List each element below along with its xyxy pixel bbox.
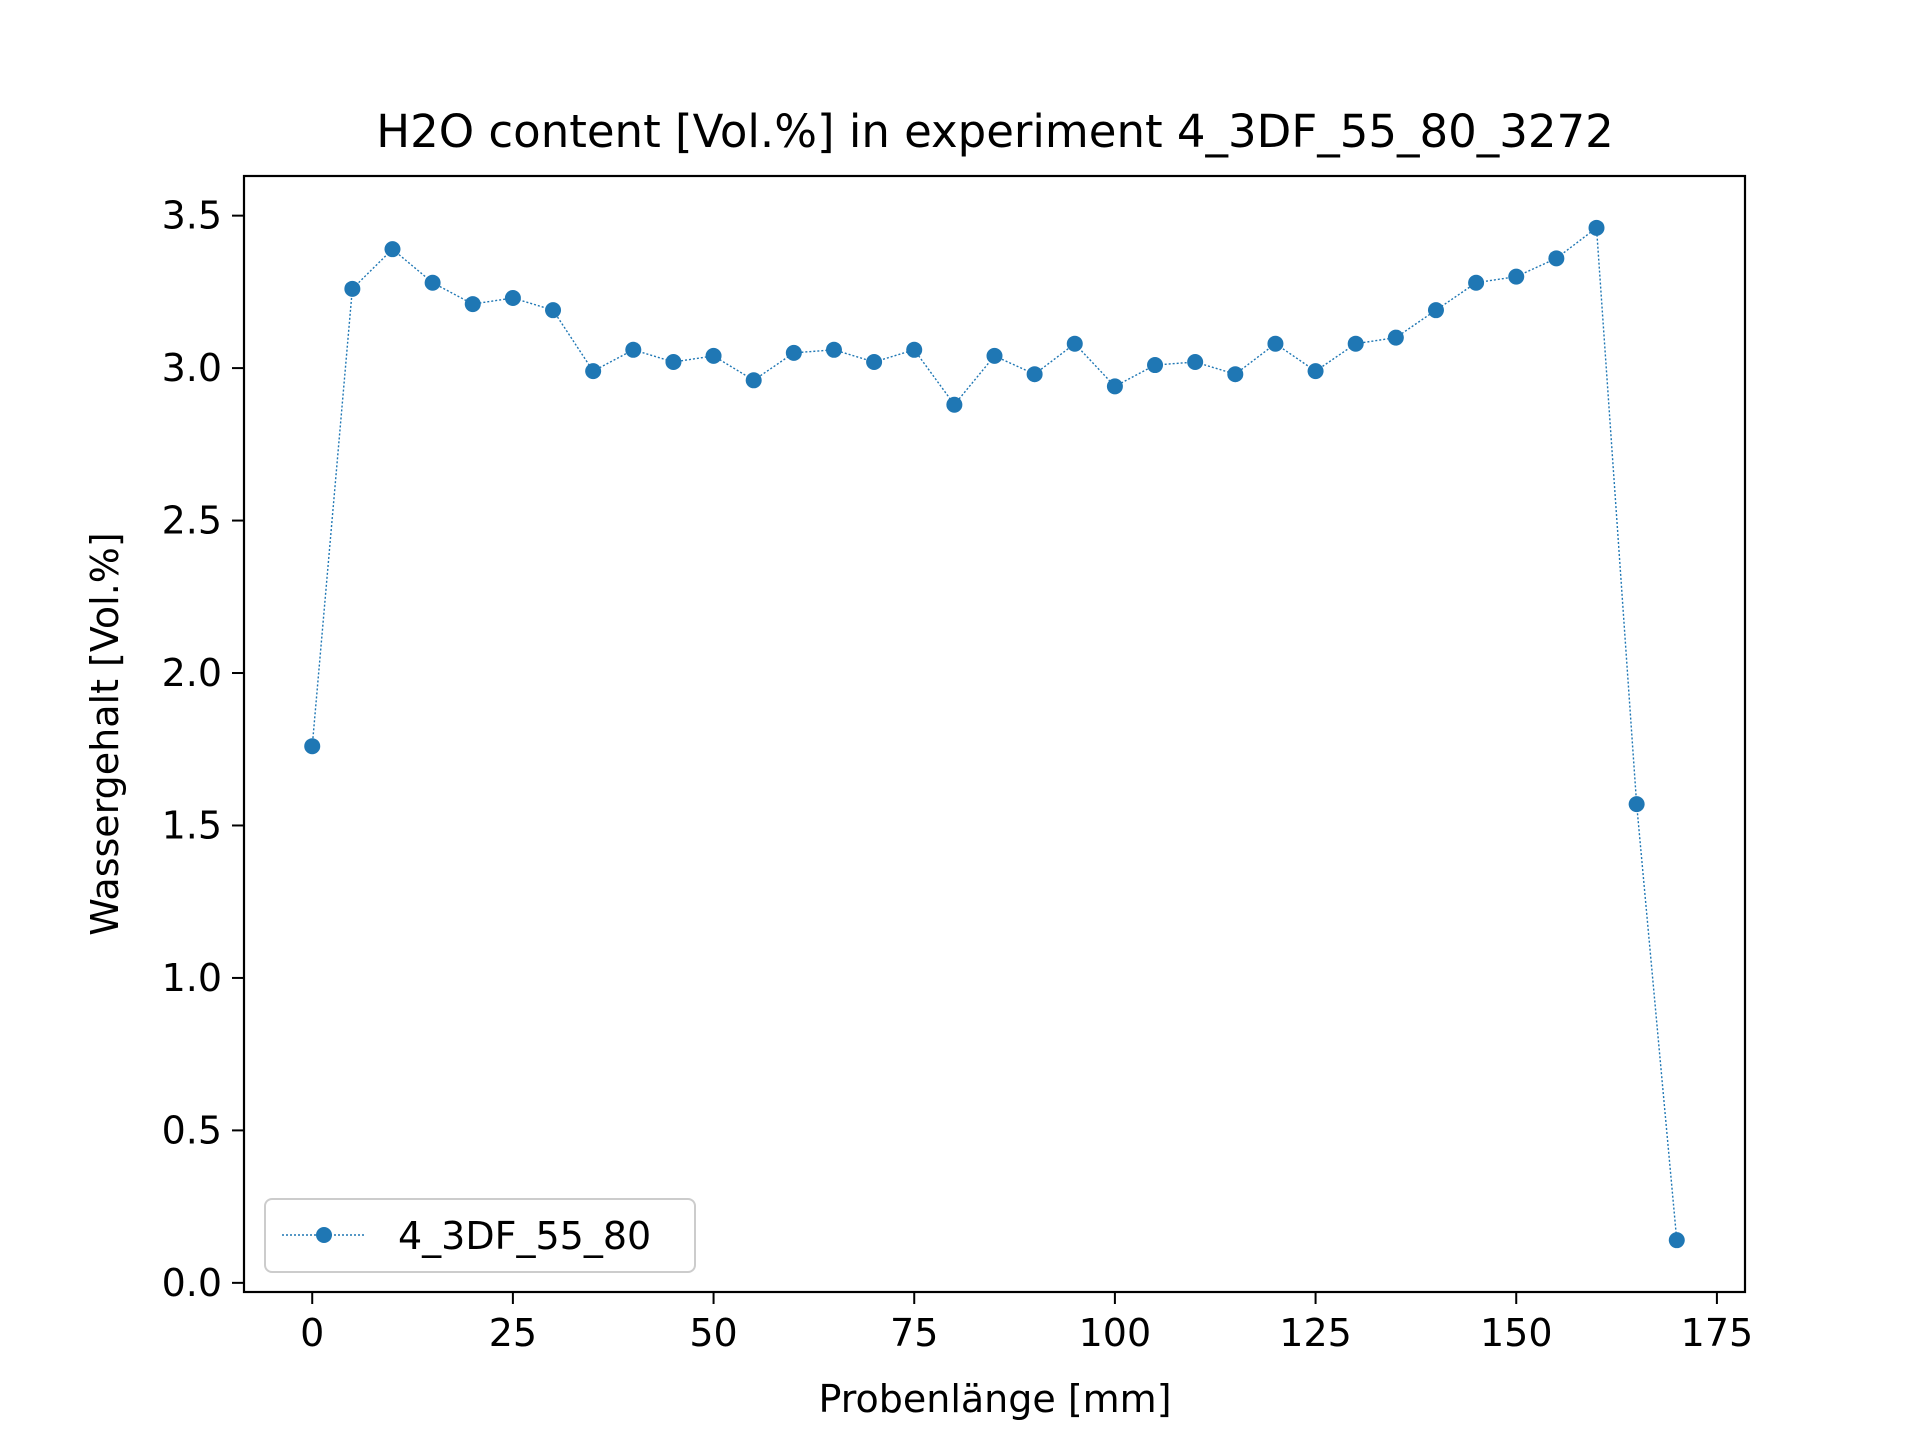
y-tick-label: 0.5 bbox=[162, 1108, 222, 1152]
series-line bbox=[311, 226, 1678, 1241]
data-point bbox=[464, 296, 481, 313]
x-tick-label: 150 bbox=[1480, 1311, 1553, 1355]
data-point bbox=[1106, 378, 1123, 395]
y-axis: 0.0 0.5 1.0 1.5 2.0 2.5 3.0 3.5 bbox=[162, 194, 244, 1305]
x-axis-label: Probenlänge [mm] bbox=[818, 1377, 1171, 1421]
y-tick-label: 0.0 bbox=[162, 1261, 222, 1305]
x-tick-label: 0 bbox=[300, 1311, 324, 1355]
data-point bbox=[745, 372, 762, 389]
legend-marker bbox=[316, 1227, 332, 1243]
data-point bbox=[1307, 363, 1324, 380]
data-point bbox=[986, 347, 1003, 364]
data-point bbox=[705, 347, 722, 364]
data-point bbox=[785, 344, 802, 361]
y-tick-label: 2.5 bbox=[162, 499, 222, 543]
data-point bbox=[1147, 357, 1164, 374]
x-tick-label: 100 bbox=[1079, 1311, 1152, 1355]
data-point bbox=[1227, 366, 1244, 383]
data-point bbox=[1267, 335, 1284, 352]
x-tick-label: 125 bbox=[1279, 1311, 1352, 1355]
plot-frame bbox=[242, 174, 1747, 1294]
data-point bbox=[1026, 366, 1043, 383]
data-point bbox=[665, 354, 682, 370]
x-tick-label: 50 bbox=[689, 1311, 737, 1355]
data-point bbox=[304, 738, 321, 755]
y-tick-label: 3.5 bbox=[162, 194, 222, 238]
data-point bbox=[1468, 274, 1485, 291]
data-point bbox=[1347, 335, 1364, 352]
y-tick-label: 3.0 bbox=[162, 346, 222, 390]
y-axis-label: Wassergehalt [Vol.%] bbox=[83, 532, 127, 935]
x-tick-label: 75 bbox=[890, 1311, 938, 1355]
data-point bbox=[1668, 1232, 1685, 1249]
data-point bbox=[585, 363, 602, 380]
y-tick-label: 1.0 bbox=[162, 956, 222, 1000]
legend-box bbox=[264, 1198, 696, 1273]
data-point bbox=[1066, 335, 1083, 352]
data-point bbox=[625, 341, 642, 358]
plot-background bbox=[244, 176, 1745, 1292]
data-point bbox=[946, 396, 963, 413]
legend-label: 4_3DF_55_80 bbox=[398, 1214, 651, 1258]
data-point bbox=[545, 302, 562, 319]
x-tick-label: 175 bbox=[1681, 1311, 1754, 1355]
y-tick-label: 1.5 bbox=[162, 803, 222, 847]
data-point bbox=[1548, 250, 1565, 267]
data-point bbox=[1187, 354, 1204, 370]
data-point bbox=[866, 354, 883, 370]
data-point bbox=[384, 241, 401, 258]
data-point bbox=[1508, 268, 1525, 285]
series-layer bbox=[304, 219, 1685, 1249]
y-tick-label: 2.0 bbox=[162, 651, 222, 695]
data-point bbox=[825, 341, 842, 358]
data-point bbox=[504, 289, 521, 306]
legend: 4_3DF_55_80 bbox=[264, 1198, 696, 1273]
data-point bbox=[1588, 219, 1605, 236]
data-point bbox=[906, 341, 923, 358]
chart-title: H2O content [Vol.%] in experiment 4_3DF_… bbox=[376, 105, 1614, 158]
x-tick-label: 25 bbox=[489, 1311, 537, 1355]
data-point bbox=[1427, 302, 1444, 319]
data-point bbox=[424, 274, 441, 291]
data-point bbox=[1387, 329, 1404, 346]
data-point bbox=[344, 280, 361, 297]
x-axis: 0 25 50 75 100 125 150 175 bbox=[300, 1292, 1753, 1355]
plot-area bbox=[242, 174, 1747, 1294]
data-point bbox=[1628, 796, 1645, 813]
